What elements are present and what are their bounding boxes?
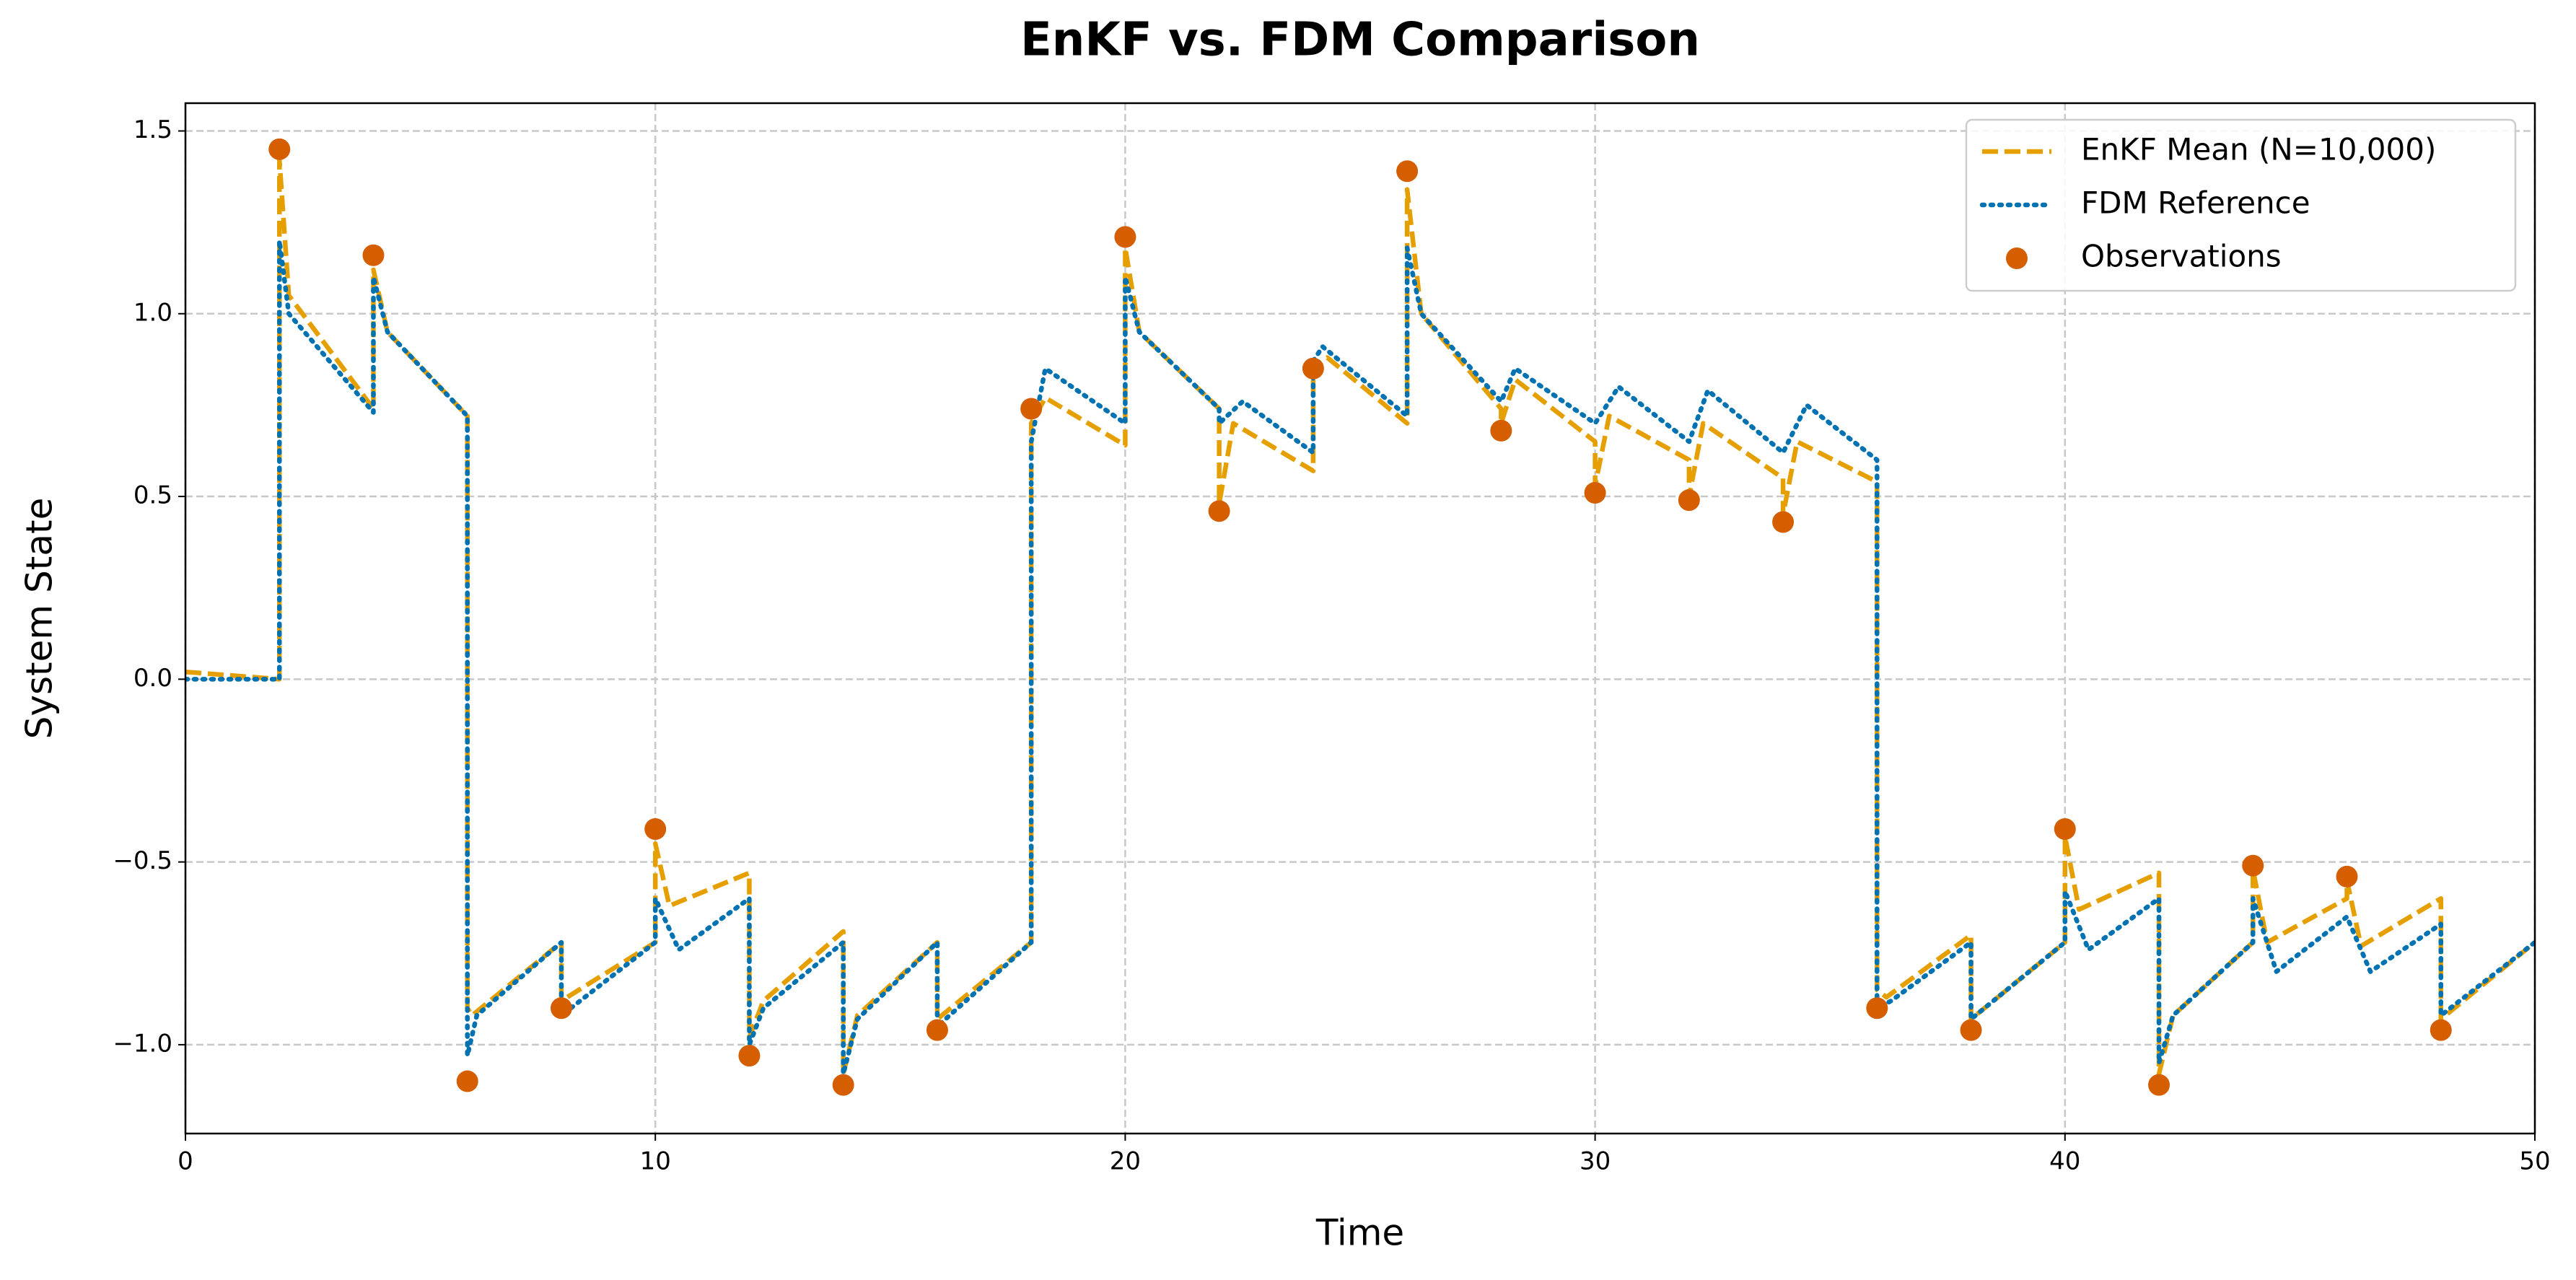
legend-label: FDM Reference bbox=[2081, 185, 2310, 221]
legend-box bbox=[1965, 118, 2517, 292]
y-tick-label: −0.5 bbox=[113, 846, 172, 875]
observation-point bbox=[2336, 865, 2358, 887]
x-tick-label: 30 bbox=[1580, 1147, 1611, 1176]
observation-point bbox=[1396, 160, 1419, 183]
legend: EnKF Mean (N=10,000) FDM Reference Observa… bbox=[1965, 118, 2517, 292]
observation-point bbox=[738, 1045, 761, 1067]
observation-point bbox=[1678, 489, 1700, 512]
observation-point bbox=[456, 1070, 478, 1092]
chart-title: EnKF vs. FDM Comparison bbox=[1020, 14, 1700, 67]
x-tick-label: 20 bbox=[1110, 1147, 1141, 1176]
observation-point bbox=[1114, 226, 1136, 248]
x-tick-label: 50 bbox=[2519, 1147, 2550, 1176]
y-tick-label: 1.5 bbox=[133, 115, 172, 144]
y-axis-label: System State bbox=[19, 498, 61, 740]
grid bbox=[184, 103, 2536, 1134]
observation-point bbox=[1302, 357, 1324, 380]
observation-point bbox=[644, 818, 667, 841]
observation-point bbox=[2430, 1019, 2452, 1041]
observation-point bbox=[268, 138, 291, 160]
observation-point bbox=[1020, 398, 1043, 420]
legend-label: Observations bbox=[2081, 239, 2282, 274]
legend-label: EnKF Mean (N=10,000) bbox=[2081, 132, 2436, 167]
observation-point bbox=[362, 244, 385, 266]
observation-point bbox=[2148, 1074, 2170, 1096]
x-tick-label: 10 bbox=[640, 1147, 671, 1176]
y-tick-label: 0.0 bbox=[133, 664, 172, 693]
series-line bbox=[185, 157, 2535, 1077]
observation-point bbox=[1772, 511, 1795, 533]
observation-point bbox=[550, 997, 572, 1020]
observation-point bbox=[1584, 481, 1606, 504]
x-tick-label: 0 bbox=[178, 1147, 193, 1176]
plot-frame bbox=[184, 102, 2536, 1135]
observation-point bbox=[2054, 818, 2076, 841]
x-tick-label: 40 bbox=[2049, 1147, 2080, 1176]
y-tick-label: −1.0 bbox=[113, 1029, 172, 1058]
observation-point bbox=[926, 1019, 948, 1041]
legend-swatch bbox=[2006, 247, 2028, 269]
observation-point bbox=[2242, 854, 2264, 877]
observation-point bbox=[1490, 419, 1512, 442]
observation-point bbox=[832, 1074, 854, 1096]
y-tick-label: 1.0 bbox=[133, 298, 172, 327]
observation-point bbox=[1866, 997, 1888, 1020]
observation-point bbox=[1960, 1019, 1982, 1041]
series-line bbox=[185, 238, 2535, 1077]
y-tick-label: 0.5 bbox=[133, 481, 172, 510]
x-axis-label: Time bbox=[1315, 1212, 1404, 1254]
observation-point bbox=[1208, 500, 1230, 522]
